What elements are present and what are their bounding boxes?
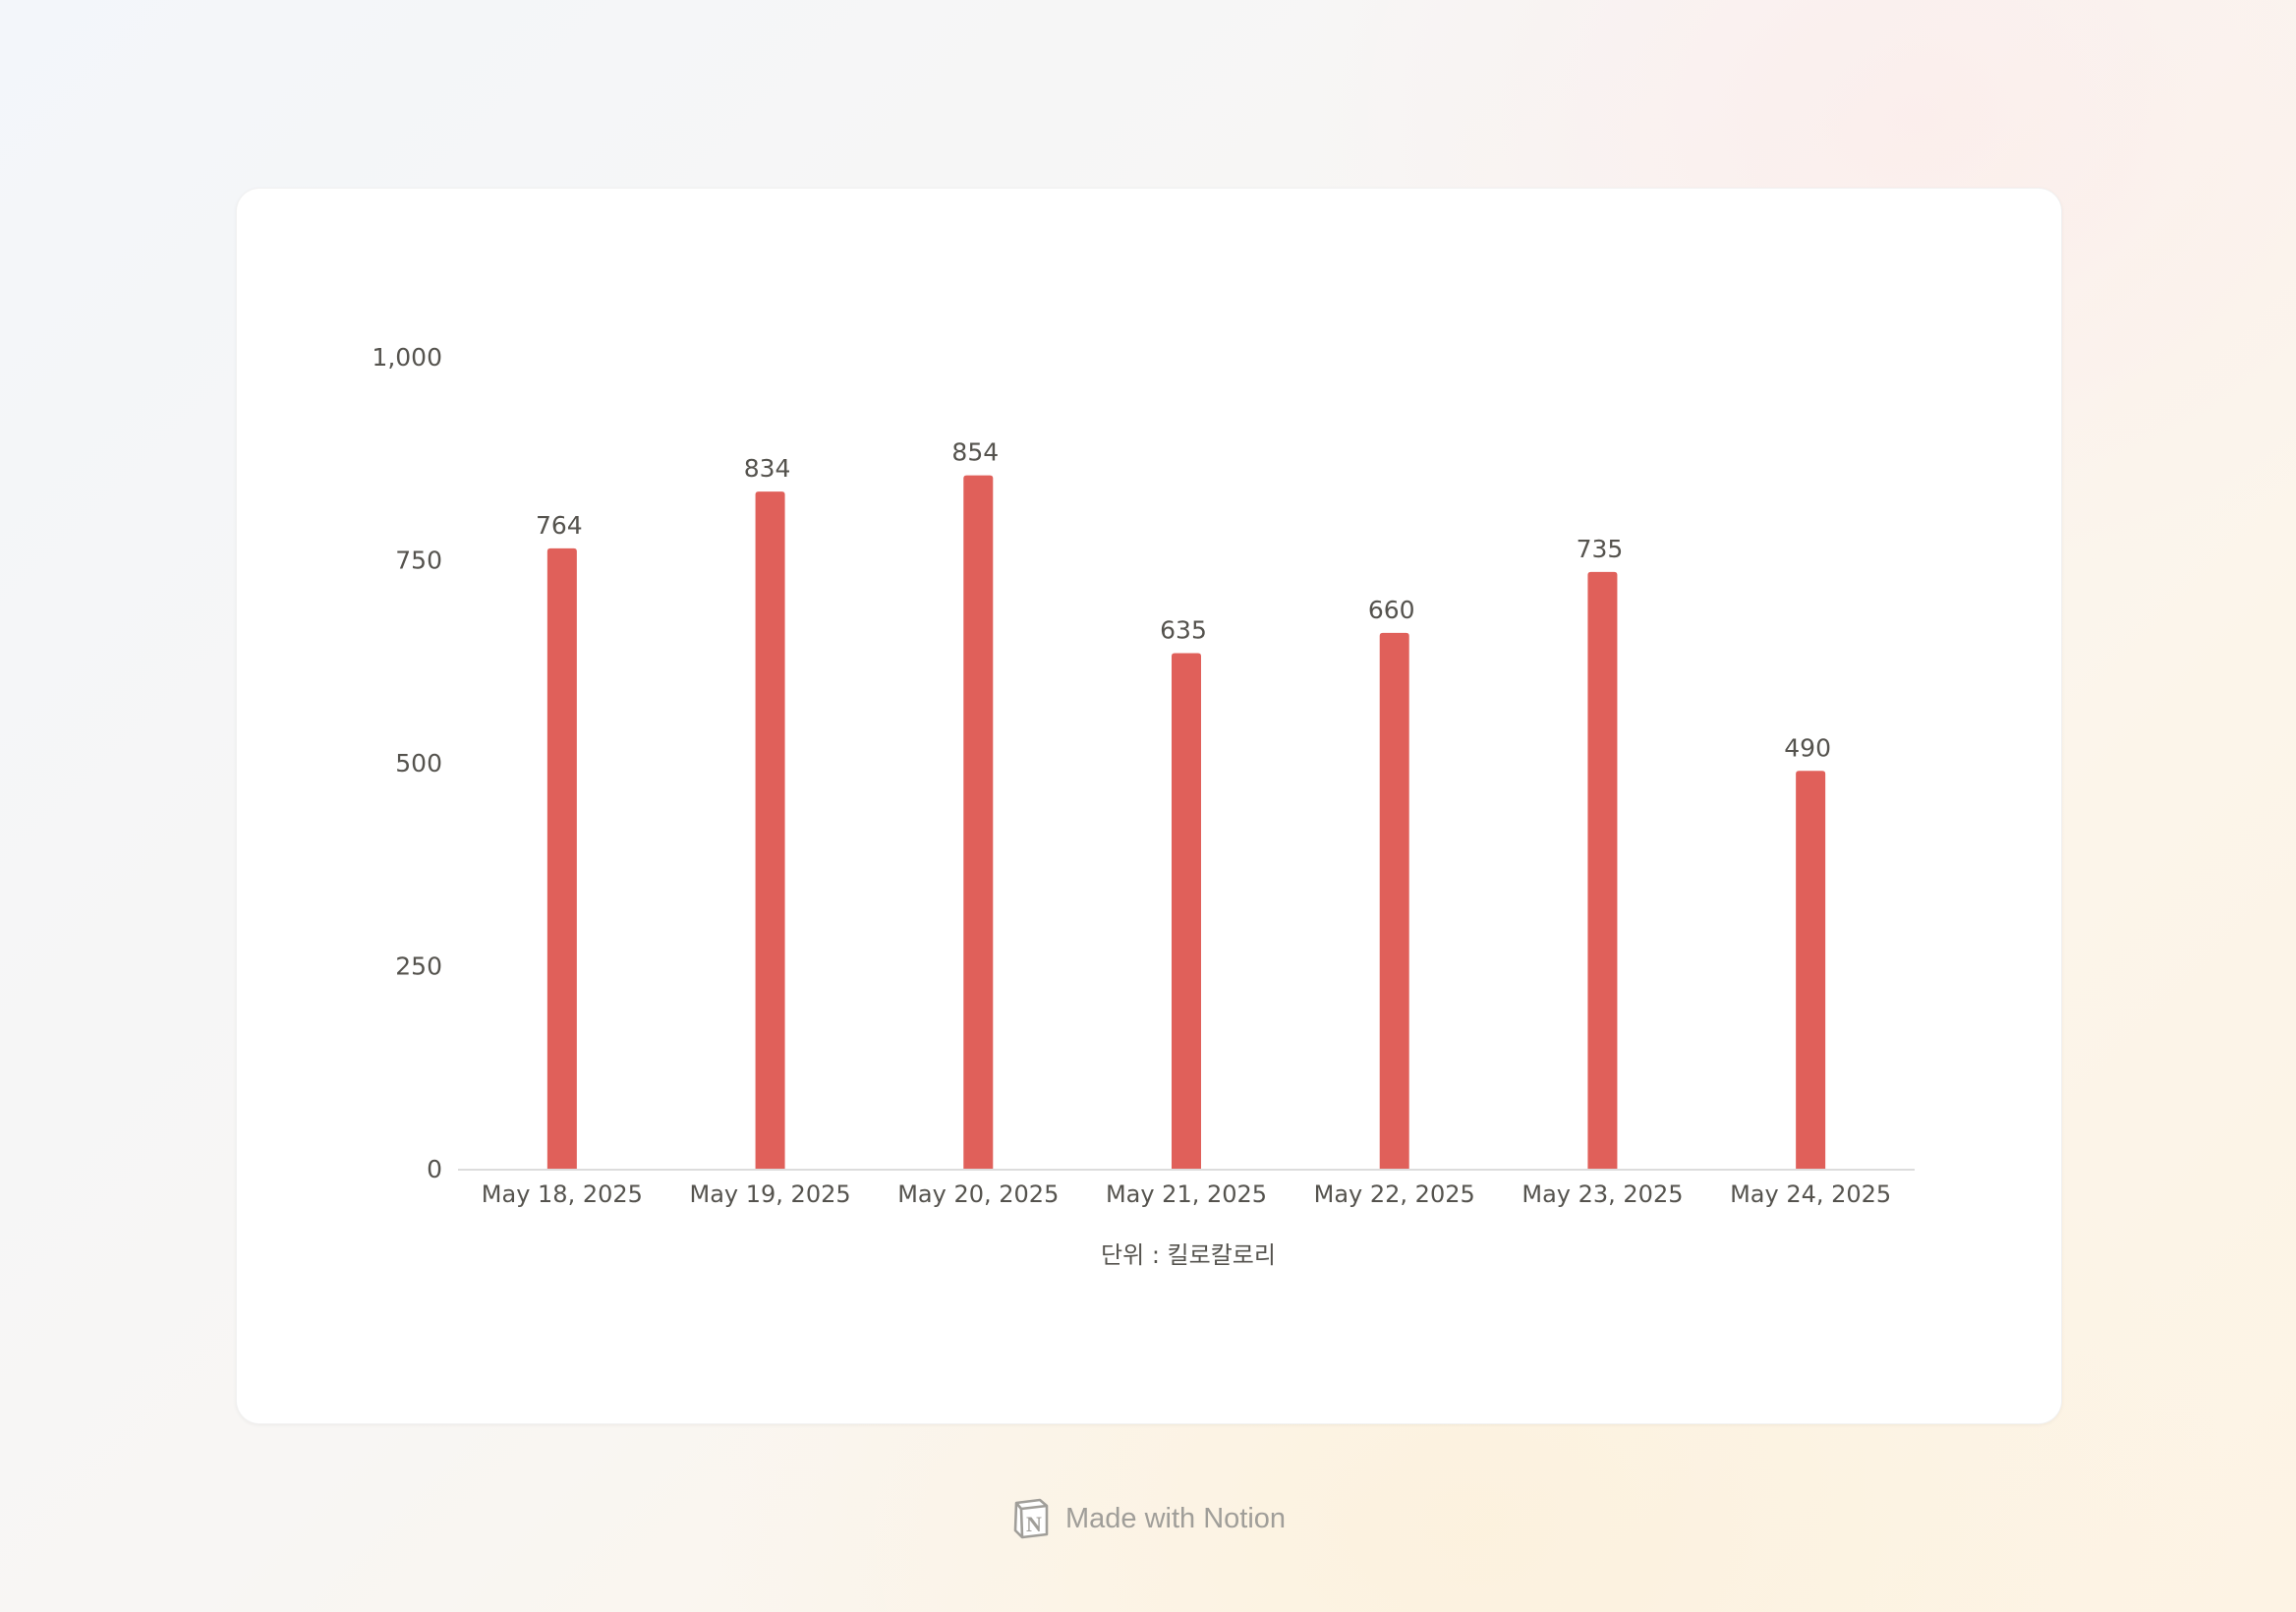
bar[interactable]	[1379, 632, 1409, 1169]
bars: 764 834 854 635 660 735 490	[536, 438, 1831, 1170]
y-tick-label: 500	[395, 749, 442, 777]
x-axis: May 18, 2025 May 19, 2025 May 20, 2025 May …	[482, 1180, 1891, 1208]
x-tick-label: May 19, 2025	[690, 1180, 851, 1208]
data-label: 735	[1577, 535, 1624, 563]
y-axis: 0 250 500 750 1,000	[372, 343, 442, 1183]
svg-text:N: N	[1026, 1512, 1042, 1536]
bar-chart: 0 250 500 750 1,000 764 834 854 635 660 735 490 Ma…	[372, 343, 1915, 1269]
bar[interactable]	[1796, 771, 1826, 1169]
x-tick-label: May 24, 2025	[1730, 1180, 1891, 1208]
x-tick-label: May 21, 2025	[1106, 1180, 1267, 1208]
x-tick-label: May 18, 2025	[482, 1180, 643, 1208]
data-label: 490	[1784, 733, 1831, 762]
data-label: 660	[1368, 596, 1415, 624]
data-label: 635	[1160, 615, 1207, 644]
x-tick-label: May 20, 2025	[897, 1180, 1059, 1208]
y-tick-label: 250	[395, 952, 442, 981]
y-tick-label: 750	[395, 547, 442, 575]
bar[interactable]	[963, 475, 994, 1169]
x-tick-label: May 23, 2025	[1521, 1180, 1683, 1208]
bar[interactable]	[546, 547, 577, 1169]
bar[interactable]	[1587, 571, 1618, 1169]
x-tick-label: May 22, 2025	[1314, 1180, 1475, 1208]
notion-logo-icon: N	[1013, 1498, 1049, 1539]
footer-text: Made with Notion	[1064, 1502, 1287, 1534]
y-tick-label: 0	[427, 1155, 442, 1183]
data-label: 764	[536, 511, 583, 540]
chart-card: 0 250 500 750 1,000 764 834 854 635 660 735 490 Ma…	[236, 188, 2062, 1424]
x-axis-title: 단위 : 킬로칼로리	[1101, 1241, 1276, 1269]
y-tick-label: 1,000	[372, 343, 442, 372]
made-with-notion-badge[interactable]: N Made with Notion	[0, 1496, 2296, 1541]
bar[interactable]	[755, 491, 785, 1170]
data-label: 854	[951, 438, 999, 467]
data-label: 834	[744, 454, 791, 483]
bar[interactable]	[1172, 653, 1201, 1169]
